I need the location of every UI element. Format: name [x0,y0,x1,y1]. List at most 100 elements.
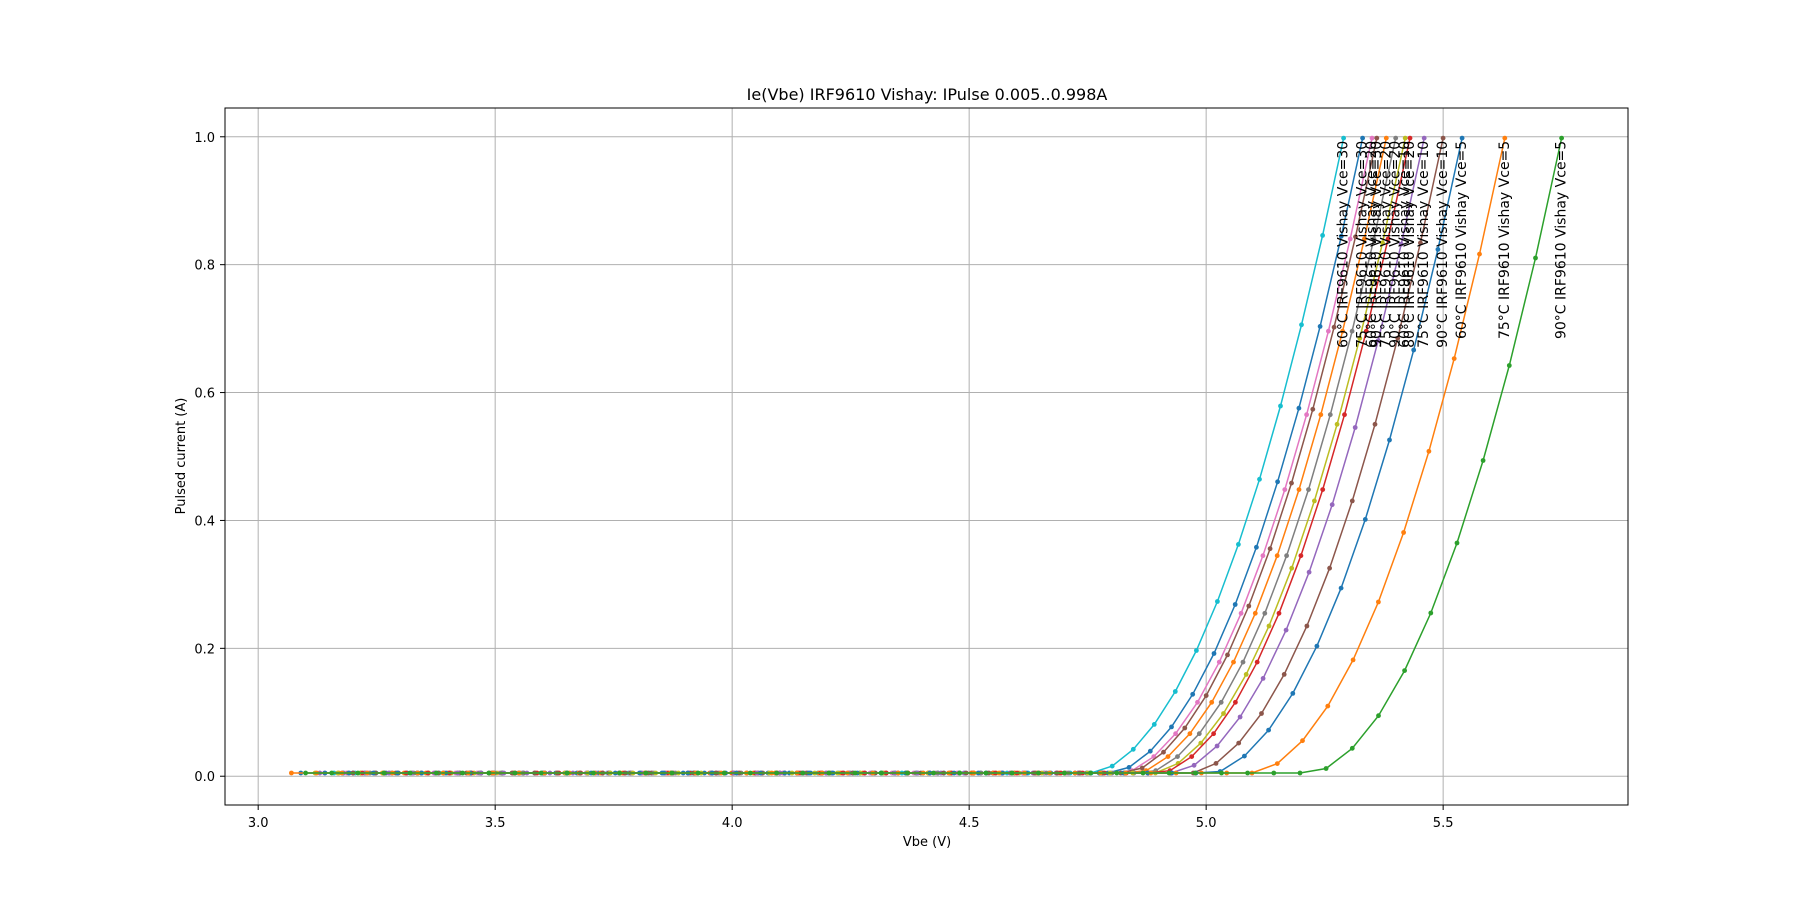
data-point [1327,565,1332,571]
data-point [643,770,649,776]
data-point [1327,412,1333,418]
data-point [1088,770,1093,776]
series-label: 60°C IRF9610 Vishay Vce=5 [1454,141,1470,339]
data-point [1109,763,1115,769]
data-point [1242,753,1247,759]
y-axis-label: Pulsed current (A) [174,398,189,515]
data-point [1198,740,1204,746]
chart-title: Ie(Vbe) IRF9610 Vishay: IPulse 0.005..0.… [747,85,1108,104]
data-point [1275,479,1280,485]
data-point [826,770,832,776]
data-point [1209,699,1215,705]
data-point [1418,240,1423,246]
data-point [1278,403,1283,409]
data-point [1454,540,1460,546]
data-point [1338,585,1344,591]
data-point [1334,421,1340,427]
data-point [460,770,465,776]
data-point [1502,135,1508,141]
data-point [1349,328,1355,334]
data-point [1260,553,1266,559]
data-point [1393,135,1399,141]
data-point [486,770,492,776]
data-point [1187,731,1193,737]
data-point [1426,448,1432,454]
data-point [1349,498,1355,504]
data-point [1362,236,1367,242]
data-point [1353,234,1358,240]
data-point [1306,487,1311,492]
data-point [591,770,596,776]
data-point [1350,657,1356,663]
data-point [1331,324,1337,330]
data-point [1218,699,1224,705]
data-point [1304,623,1310,629]
data-point [1357,335,1363,341]
data-point [669,770,675,776]
data-point [1372,421,1378,427]
data-point [1363,328,1369,334]
data-point [303,770,308,776]
data-point [1215,599,1220,604]
data-point [878,770,884,776]
data-point [1191,762,1197,768]
data-point [1216,659,1222,665]
data-point [1266,623,1272,629]
data-point [721,770,727,776]
series-label: 75°C IRF9610 Vishay Vce=10 [1416,141,1432,348]
series [303,135,1564,776]
data-point [1237,714,1243,720]
data-point [1398,241,1404,247]
data-point [1274,553,1280,559]
plot-frame [224,107,1629,806]
data-point [1203,693,1209,698]
data-point [1298,553,1304,559]
series-group [289,135,1564,776]
data-point [617,770,622,776]
data-point [1195,699,1200,705]
data-point [1451,356,1457,361]
data-point [1126,765,1132,770]
data-point [800,770,806,776]
y-axis-ticks: 0.0 0.2 0.4 0.6 0.8 1.0 [194,131,225,785]
data-point [1480,458,1486,463]
data-point [1380,240,1385,246]
data-point [564,770,570,776]
series-label: 90°C IRF9610 Vishay Vce=20 [1388,141,1404,348]
data-point [1323,766,1329,771]
data-point [905,770,910,776]
data-point [1320,487,1326,492]
data-point [1243,672,1249,677]
data-point [407,770,413,776]
y-tick-label: 0.2 [194,642,215,657]
data-point [1369,135,1375,141]
data-point [1254,659,1260,665]
series-label: 90°C IRF9610 Vishay Vce=30 [1369,141,1385,348]
data-point [1114,770,1120,776]
data-point [1151,722,1157,727]
data-point [1276,610,1282,616]
data-point [1236,740,1242,746]
data-point [1296,405,1302,411]
data-point [1252,610,1258,616]
data-point [1211,651,1217,656]
data-point [1165,754,1171,759]
data-point [1402,668,1407,673]
data-point [1347,236,1353,242]
data-point [1376,713,1381,719]
data-point [1360,135,1365,141]
series-label: 80°C IRF9610 Vishay Vce=20 [1402,141,1418,348]
data-point [1221,711,1226,716]
data-point [1236,542,1241,547]
data-point [1421,135,1427,141]
data-point [1374,135,1380,141]
data-point [1289,480,1294,486]
x-tick-label: 3.5 [485,816,506,831]
x-axis-ticks: 3.0 3.5 4.0 4.5 5.0 5.5 [248,805,1453,831]
data-point [1401,530,1406,535]
data-point [1320,233,1325,238]
data-point [1211,731,1216,737]
data-point [1306,569,1312,575]
series-label: 75°C IRF9610 Vishay Vce=20 [1378,141,1394,348]
